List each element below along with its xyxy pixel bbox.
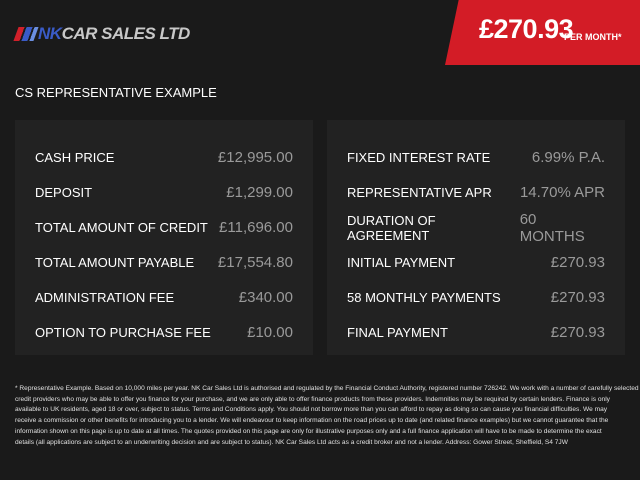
footnote: * Representative Example. Based on 10,00… [15, 384, 639, 448]
row-value: £11,696.00 [219, 219, 293, 236]
row-value: 6.99% P.A. [531, 149, 605, 166]
finance-row: ADMINISTRATION FEE £340.00 [35, 280, 293, 315]
finance-row: INITIAL PAYMENT £270.93 [347, 245, 605, 280]
finance-row: 58 MONTHLY PAYMENTS £270.93 [347, 280, 605, 315]
row-label: 58 MONTHLY PAYMENTS [347, 290, 501, 305]
row-value: £10.00 [247, 324, 293, 341]
row-value: £270.93 [550, 289, 605, 306]
row-value: £1,299.00 [226, 184, 293, 201]
logo-text: CAR SALES LTD [61, 24, 191, 43]
finance-row: OPTION TO PURCHASE FEE £10.00 [35, 315, 293, 350]
finance-panel-right: FIXED INTEREST RATE 6.99% P.A. REPRESENTA… [327, 120, 625, 355]
row-value: £12,995.00 [217, 149, 293, 166]
monthly-price-banner: £270.93 PER MONTH* [445, 0, 640, 65]
footnote-line: receive a commission or other benefits f… [15, 417, 609, 425]
monthly-price: £270.93 [479, 14, 574, 44]
finance-row: REPRESENTATIVE APR 14.70% APR [347, 175, 605, 210]
footnote-line: information shown on this page is up to … [15, 427, 602, 435]
finance-row: CASH PRICE £12,995.00 [35, 140, 293, 175]
row-label: ADMINISTRATION FEE [35, 290, 175, 305]
row-value: £17,554.80 [217, 254, 293, 271]
finance-row: DEPOSIT £1,299.00 [35, 175, 293, 210]
footnote-line: available to UK residents, aged 18 or ov… [15, 406, 608, 414]
row-label: FIXED INTEREST RATE [347, 150, 491, 165]
row-label: INITIAL PAYMENT [347, 255, 456, 270]
row-label: CASH PRICE [35, 150, 115, 165]
footnote-line: * Representative Example. Based on 10,00… [15, 385, 639, 392]
logo[interactable]: NK CAR SALES LTD [13, 24, 191, 44]
row-value: £340.00 [238, 289, 293, 306]
row-value: £270.93 [550, 324, 605, 341]
footnote-line: credit providers who may be able to offe… [15, 395, 610, 403]
row-label: TOTAL AMOUNT OF CREDIT [35, 220, 208, 235]
finance-row: TOTAL AMOUNT OF CREDIT £11,696.00 [35, 210, 293, 245]
row-label: FINAL PAYMENT [347, 325, 448, 340]
row-value: £270.93 [550, 254, 605, 271]
row-label: DEPOSIT [35, 185, 93, 200]
finance-panel-left: CASH PRICE £12,995.00 DEPOSIT £1,299.00 TO… [15, 120, 313, 355]
row-value: 14.70% APR [519, 184, 605, 201]
per-month-label: PER MONTH* [564, 32, 622, 42]
row-label: TOTAL AMOUNT PAYABLE [35, 255, 195, 270]
row-label: OPTION TO PURCHASE FEE [35, 325, 211, 340]
row-value: 60 MONTHS [519, 210, 585, 245]
logo-stripes-icon [13, 27, 39, 41]
finance-row: TOTAL AMOUNT PAYABLE £17,554.80 [35, 245, 293, 280]
logo-nk: NK [38, 24, 62, 43]
footnote-line: details (all applications are subject to… [15, 438, 568, 446]
row-label: REPRESENTATIVE APR [347, 185, 492, 200]
finance-row: FINAL PAYMENT £270.93 [347, 315, 605, 350]
finance-row: FIXED INTEREST RATE 6.99% P.A. [347, 140, 605, 175]
section-title: CS REPRESENTATIVE EXAMPLE [15, 85, 217, 100]
finance-row: DURATION OF AGREEMENT 60 MONTHS [347, 210, 605, 245]
row-label: DURATION OF AGREEMENT [347, 212, 436, 243]
